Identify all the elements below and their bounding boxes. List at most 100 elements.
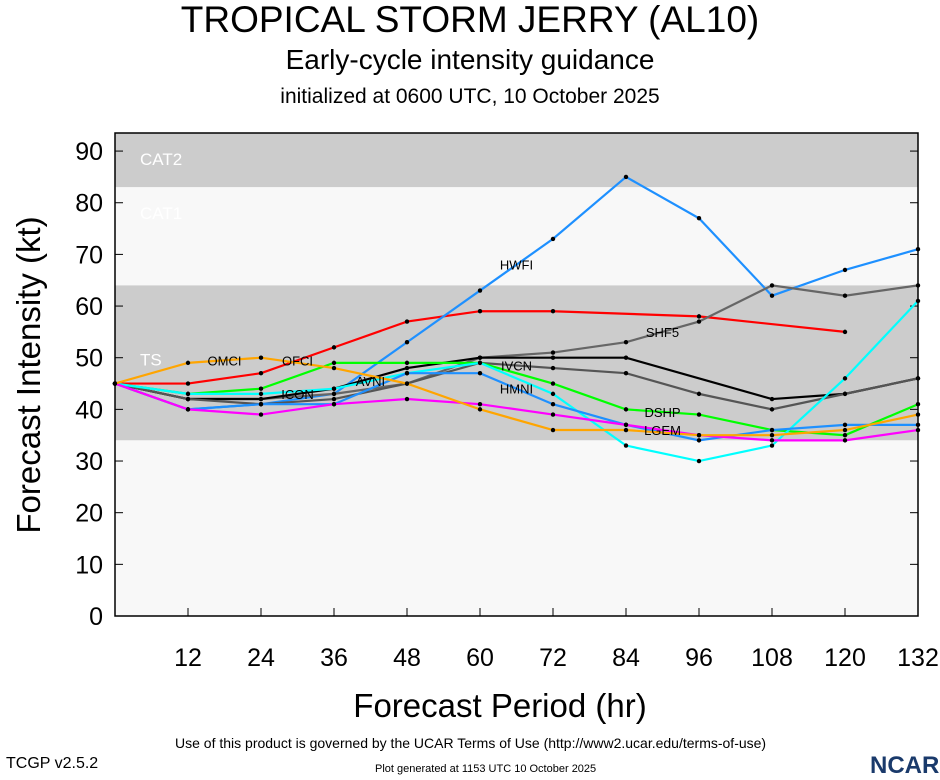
data-point-lgem: [331, 402, 337, 407]
data-point-omci: [696, 432, 702, 438]
data-point-avni: [696, 458, 702, 464]
data-point-ofci: [477, 309, 483, 314]
data-point-icon: [769, 396, 775, 402]
x-tick-label: 60: [466, 644, 494, 672]
data-point-omci: [915, 412, 921, 417]
data-point-shf5: [842, 293, 848, 298]
x-tick-label: 108: [751, 644, 793, 672]
data-point-ivcn: [331, 396, 337, 402]
y-tick-label: 30: [75, 448, 103, 476]
data-point-ivcn: [550, 365, 556, 371]
x-tick-label: 84: [612, 644, 640, 672]
x-tick-label: 12: [174, 644, 202, 672]
data-point-hwfi: [550, 236, 556, 242]
data-point-omci: [404, 381, 410, 386]
data-point-lgem: [623, 422, 629, 428]
data-point-hwfi: [404, 340, 410, 345]
x-tick-label: 24: [247, 644, 275, 672]
data-point-dshp: [623, 407, 629, 412]
data-point-hmni: [842, 422, 848, 428]
data-point-avni: [623, 443, 629, 448]
y-tick-label: 10: [75, 551, 103, 579]
y-tick-label: 70: [75, 241, 103, 269]
data-point-ofci: [331, 345, 337, 350]
data-point-dshp: [550, 381, 556, 386]
generated-text: Plot generated at 1153 UTC 10 October 20…: [375, 763, 597, 775]
data-point-hwfi: [769, 293, 775, 298]
series-label: OFCI: [282, 353, 313, 368]
data-point-lgem: [842, 438, 848, 443]
data-point-shf5: [550, 350, 556, 355]
series-label: ICON: [281, 387, 314, 402]
data-point-icon: [258, 396, 264, 402]
data-point-omci: [769, 432, 775, 438]
x-tick-label: 72: [539, 644, 567, 672]
data-point-omci: [331, 365, 337, 371]
data-point-dshp: [404, 360, 410, 366]
data-point-shf5: [623, 340, 629, 345]
data-point-dshp: [842, 432, 848, 438]
data-point-hmni: [404, 371, 410, 376]
data-point-hmni: [915, 422, 921, 428]
chart-subtitle: Early-cycle intensity guidance: [285, 44, 655, 75]
series-label: LGEM: [644, 423, 681, 438]
data-point-lgem: [477, 402, 483, 407]
data-point-lgem: [915, 427, 921, 433]
data-point-shf5: [331, 391, 337, 397]
data-point-lgem: [185, 407, 191, 412]
data-point-omci: [623, 427, 629, 433]
data-point-omci: [258, 355, 264, 360]
version-text: TCGP v2.5.2: [6, 755, 99, 772]
y-tick-label: 80: [75, 190, 103, 218]
data-point-dshp: [915, 402, 921, 407]
band-cat1: [115, 187, 918, 286]
data-point-hwfi: [623, 174, 629, 180]
data-point-hwfi: [842, 267, 848, 273]
data-point-ofci: [404, 319, 410, 324]
series-label: HWFI: [500, 258, 533, 273]
data-point-omci: [185, 360, 191, 366]
data-point-avni: [842, 376, 848, 381]
y-tick-label: 40: [75, 396, 103, 424]
data-point-hwfi: [915, 247, 921, 252]
data-point-hmni: [696, 438, 702, 443]
data-point-avni: [477, 360, 483, 366]
data-point-avni: [185, 391, 191, 397]
data-point-hmni: [258, 402, 264, 407]
data-point-avni: [550, 391, 556, 397]
x-tick-label: 48: [393, 644, 421, 672]
data-point-omci: [477, 407, 483, 412]
data-point-hmni: [477, 371, 483, 376]
data-point-icon: [404, 365, 410, 371]
data-point-dshp: [696, 412, 702, 417]
data-point-shf5: [915, 283, 921, 288]
series-line-omci: [114, 356, 919, 437]
series-label: OMCI: [208, 353, 242, 368]
data-point-ivcn: [185, 396, 191, 402]
series-line-hmni: [114, 372, 918, 442]
data-point-hwfi: [477, 288, 483, 293]
data-point-lgem: [550, 412, 556, 417]
data-point-avni: [258, 391, 264, 397]
y-tick-label: 20: [75, 500, 103, 528]
y-tick-label: 50: [75, 345, 103, 373]
series-label: AVNI: [356, 374, 385, 389]
band-cat2: [115, 133, 918, 188]
data-point-hmni: [769, 427, 775, 433]
chart-title: TROPICAL STORM JERRY (AL10): [180, 0, 760, 40]
data-point-lgem: [769, 438, 775, 443]
data-point-omci: [112, 381, 118, 386]
series-label: DSHP: [644, 405, 680, 420]
data-point-avni: [769, 443, 775, 448]
data-point-icon: [623, 355, 629, 360]
data-point-dshp: [331, 360, 337, 366]
x-tick-label: 120: [824, 644, 866, 672]
data-point-shf5: [696, 319, 702, 324]
data-point-ivcn: [769, 407, 775, 412]
data-point-lgem: [404, 396, 410, 402]
data-point-ivcn: [696, 391, 702, 397]
x-tick-label: 132: [897, 644, 939, 672]
series-label: SHF5: [646, 325, 679, 340]
data-point-ofci: [258, 371, 264, 376]
